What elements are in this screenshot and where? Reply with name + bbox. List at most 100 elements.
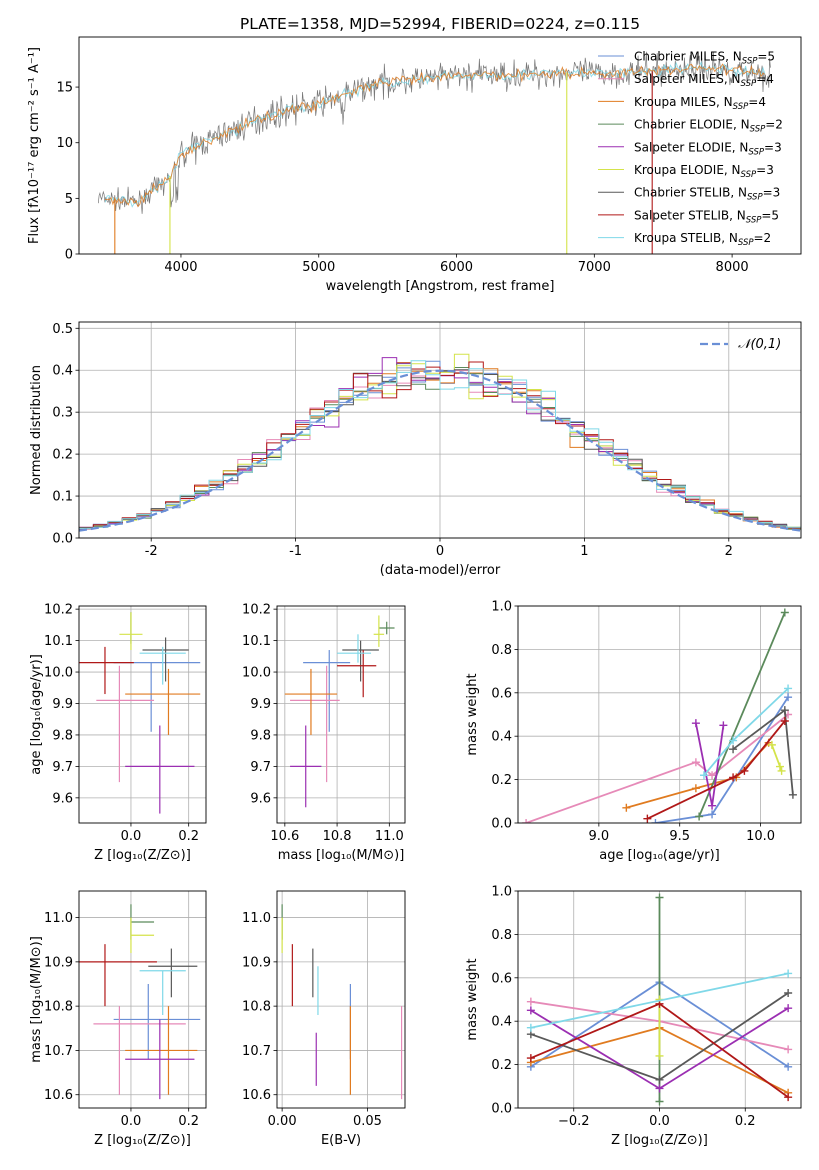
age_vs_Z-xlabel: Z [log₁₀(Z/Z⊙)]: [94, 848, 191, 863]
age_vs_Z-grid: [79, 606, 206, 823]
weight-line-chabrier_elodie: [698, 612, 786, 817]
weight-line-salpeter_stelib: [647, 720, 786, 820]
spectrum-y-tick-label: 15: [56, 81, 73, 96]
weight-point-chabrier_miles: [708, 810, 717, 819]
weight-point-salpeter_miles: [784, 1045, 793, 1054]
spectrum-ylabel: Flux [fλ10⁻¹⁷ erg cm⁻² s⁻¹ A⁻¹]: [27, 47, 42, 244]
weight-point-chabrier_elodie: [695, 812, 704, 821]
mass_vs_ebv-xlabel: E(B-V): [321, 1133, 361, 1148]
mass_weight_vs_age-x-tick-label: 9.5: [669, 829, 690, 844]
weight-point-kroupa_elodie: [767, 740, 776, 749]
mass_weight_vs_Z-panel: −0.2 0.0 0.2 0.0 0.2 0.4 0.6 0.8 1.0 Z [log₁₀(Z/Z…: [465, 885, 802, 1148]
mass_weight_vs_Z-ylabel: mass weight: [465, 958, 480, 1040]
mass_weight_vs_age-y-tick-label: 1.0: [491, 600, 512, 615]
mass_weight_vs_age-y-tick-label: 0.0: [491, 817, 512, 832]
weight-point-salpeter_stelib: [526, 1054, 535, 1063]
mass_vs_Z-y-tick-label: 10.6: [44, 1088, 73, 1103]
mass_vs_Z-grid: [79, 891, 206, 1108]
mass_vs_ebv-y-tick-label: 10.6: [242, 1088, 271, 1103]
weight-point-chabrier_elodie: [655, 1097, 664, 1106]
age_vs_mass-y-tick-label: 9.8: [250, 728, 271, 743]
spectrum-x-tick-label: 7000: [578, 260, 611, 275]
weight-point-kroupa_elodie: [775, 762, 784, 771]
age_vs_Z-y-tick-label: 10.0: [44, 666, 73, 681]
age_vs_mass-xlabel: mass [log₁₀(M/M⊙)]: [278, 848, 405, 863]
spectrum-y-tick-label: 10: [56, 136, 73, 151]
mass_vs_Z-panel: 0.0 0.2 10.6 10.7 10.8 10.9 11.0 Z [log₁₀(Z/Z⊙)…: [29, 890, 207, 1148]
weight-point-chabrier_stelib: [729, 745, 738, 754]
residual_histogram-y-tick-label: 0.3: [52, 406, 73, 421]
weight-point-salpeter_miles: [691, 758, 700, 767]
mass_weight_vs_age-panel: 9.0 9.5 10.0 0.0 0.2 0.4 0.6 0.8 1.0 age [log₁₀(a…: [465, 600, 802, 863]
mass_weight_vs_Z-x-tick-label: 0.2: [735, 1114, 756, 1129]
age_vs_Z-y-tick-label: 9.7: [52, 760, 73, 775]
mass_weight_vs_Z-y-tick-label: 0.2: [491, 1058, 512, 1073]
weight-point-kroupa_stelib: [729, 736, 738, 745]
weight-point-kroupa_stelib: [699, 771, 708, 780]
spectrum-plot-area: [97, 51, 771, 254]
mass_vs_ebv-x-tick-label: 0.05: [353, 1114, 382, 1129]
weight-point-chabrier_stelib: [655, 1075, 664, 1084]
spectrum-y-tick-label: 5: [65, 192, 73, 207]
mass_weight_vs_Z-y-tick-label: 1.0: [491, 885, 512, 900]
spectrum-x-tick-label: 5000: [302, 260, 335, 275]
residual_histogram-y-tick-label: 0.5: [52, 322, 73, 337]
weight-point-salpeter_elodie: [526, 1006, 535, 1015]
weight-point-chabrier_miles: [651, 819, 660, 823]
age_vs_Z-frame: [78, 605, 207, 824]
mass_weight_vs_Z-y-tick-label: 0.0: [491, 1102, 512, 1117]
weight-point-chabrier_elodie: [655, 893, 664, 902]
mass_vs_Z-x-tick-label: 0.0: [121, 1114, 142, 1129]
mass_weight_vs_Z-y-tick-label: 0.8: [491, 928, 512, 943]
age_vs_Z-y-tick-label: 10.1: [44, 634, 73, 649]
legend-label-salpeter_miles: Salpeter MILES, NSSP=4: [634, 72, 774, 89]
age_vs_Z-y-tick-label: 9.6: [52, 791, 73, 806]
age_vs_Z-x-tick-label: 0.0: [121, 829, 142, 844]
weight-point-chabrier_stelib: [780, 706, 789, 715]
weight-point-kroupa_miles: [622, 803, 631, 812]
residual_histogram-x-tick-label: 2: [725, 544, 733, 559]
age_vs_mass-y-tick-label: 10.2: [242, 603, 271, 618]
spectrum-frame: [78, 36, 802, 255]
normal-reference-curve: [79, 369, 801, 532]
mass_weight_vs_Z-plot-area: [526, 893, 793, 1106]
legend-label-normal: 𝒩(0,1): [738, 337, 781, 352]
residual_histogram-ylabel: Normed distribution: [29, 365, 44, 495]
mass_weight_vs_age-y-tick-label: 0.6: [491, 686, 512, 701]
mass_vs_ebv-y-tick-label: 10.8: [242, 1000, 271, 1015]
weight-point-salpeter_elodie: [784, 1004, 793, 1013]
weight-point-kroupa_stelib: [784, 684, 793, 693]
age_vs_Z-panel: 0.0 0.2 9.6 9.7 9.8 9.9 10.0 10.1 10.2 Z [log₁₀(Z…: [29, 603, 207, 863]
mass_vs_Z-ylabel: mass [log₁₀(M/M⊙)]: [29, 936, 44, 1063]
mass_vs_Z-frame: [78, 890, 207, 1109]
age_vs_mass-plot-area: [284, 615, 395, 808]
mass_vs_Z-y-tick-label: 10.9: [44, 955, 73, 970]
weight-point-salpeter_miles: [526, 997, 535, 1006]
mass_vs_Z-plot-area: [79, 904, 201, 1100]
mass_vs_ebv-panel: 0.00 0.05 10.6 10.7 10.8 10.9 11.0 E(B-V): [242, 890, 406, 1148]
legend-label-salpeter_elodie: Salpeter ELODIE, NSSP=3: [634, 140, 782, 157]
legend-label-chabrier_stelib: Chabrier STELIB, NSSP=3: [634, 186, 780, 203]
mass_vs_Z-y-tick-label: 11.0: [44, 911, 73, 926]
age_vs_Z-ylabel: age [log₁₀(age/yr)]: [29, 654, 44, 775]
age_vs_Z-y-tick-label: 10.2: [44, 603, 73, 618]
weight-point-kroupa_miles: [691, 784, 700, 793]
legend-label-chabrier_elodie: Chabrier ELODIE, NSSP=2: [634, 118, 783, 135]
age_vs_mass-grid: [277, 606, 405, 823]
age_vs_Z-x-tick-label: 0.2: [178, 829, 199, 844]
residual_histogram-y-tick-label: 0.2: [52, 448, 73, 463]
weight-point-salpeter_elodie: [708, 801, 717, 810]
weight-point-salpeter_elodie: [691, 719, 700, 728]
weight-point-salpeter_stelib: [643, 814, 652, 823]
mass_weight_vs_age-y-tick-label: 0.8: [491, 643, 512, 658]
age_vs_Z-y-tick-label: 9.8: [52, 728, 73, 743]
weight-point-salpeter_miles: [522, 819, 531, 823]
weight-point-salpeter_stelib: [784, 1093, 793, 1102]
mass_vs_ebv-y-tick-label: 10.9: [242, 955, 271, 970]
legend-label-kroupa_stelib: Kroupa STELIB, NSSP=2: [634, 231, 771, 248]
weight-point-salpeter_elodie: [655, 1084, 664, 1093]
weight-point-salpeter_stelib: [740, 766, 749, 775]
mass_weight_vs_Z-x-tick-label: −0.2: [558, 1114, 590, 1129]
mass_vs_Z-y-tick-label: 10.7: [44, 1044, 73, 1059]
